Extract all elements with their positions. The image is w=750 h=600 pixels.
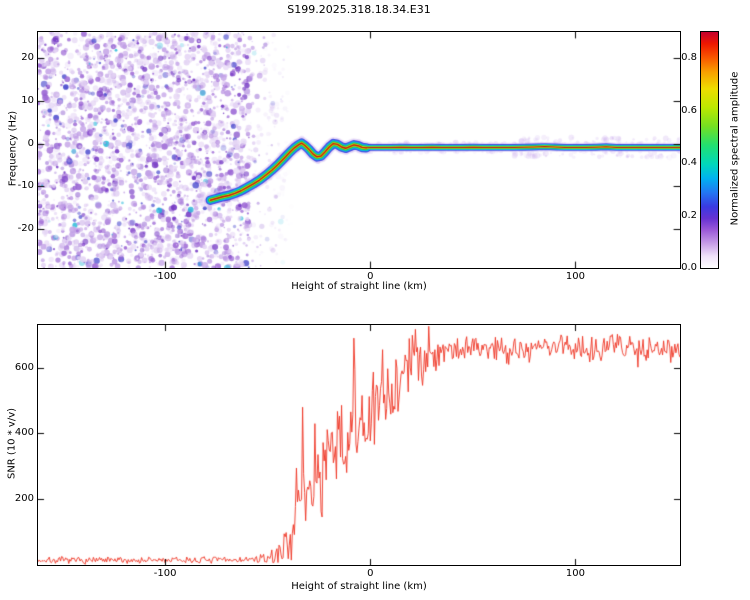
colorbar-tick-label: 0.4	[681, 157, 697, 169]
y-tick-label: 0	[27, 137, 34, 149]
x-tick-label: 0	[367, 271, 374, 282]
colorbar-tick-label: 0.2	[681, 209, 697, 221]
y-tick-label: 10	[21, 94, 34, 106]
spectrogram-panel	[37, 31, 681, 269]
x-tick-label: 100	[565, 271, 585, 282]
top-x-axis-label: Height of straight line (km)	[291, 281, 427, 292]
spectrogram-canvas	[38, 32, 680, 268]
y-tick-label: -10	[17, 180, 34, 192]
colorbar-label: Normalized spectral amplitude	[729, 71, 741, 226]
snr-canvas	[38, 325, 680, 565]
colorbar-tick-label: 0.8	[681, 52, 697, 64]
y-tick-label: -20	[17, 223, 34, 235]
y-tick-label: 600	[14, 361, 34, 373]
y-tick-label: 400	[14, 427, 34, 439]
x-tick-label: 100	[565, 568, 585, 579]
snr-axis-label: SNR (10 * v/v)	[6, 407, 18, 480]
bottom-x-axis-label: Height of straight line (km)	[291, 581, 427, 592]
x-tick-label: -100	[153, 568, 177, 579]
colorbar	[700, 31, 719, 269]
chart-title: S199.2025.318.18.34.E31	[287, 3, 431, 16]
snr-panel	[37, 324, 681, 566]
colorbar-tick-label: 0.6	[681, 104, 697, 116]
x-tick-label: -100	[153, 271, 177, 282]
y-tick-label: 200	[14, 493, 34, 505]
y-tick-label: 20	[21, 51, 34, 63]
colorbar-tick-label: 0.0	[681, 262, 697, 273]
x-tick-label: 0	[367, 568, 374, 579]
